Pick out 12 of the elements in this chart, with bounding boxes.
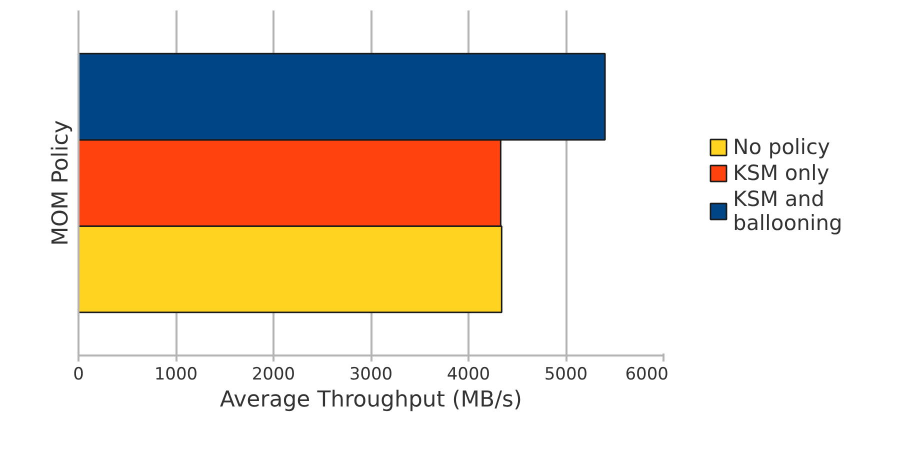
x-tick-label: 1000 xyxy=(154,364,198,384)
legend-label: No policy xyxy=(733,135,830,159)
x-tick-label: 6000 xyxy=(625,364,668,384)
x-axis-title: Average Throughput (MB/s) xyxy=(220,388,522,412)
legend-label: KSM and ballooning xyxy=(733,187,842,235)
x-tick-label: 4000 xyxy=(446,364,490,384)
x-tick-label: 5000 xyxy=(544,364,588,384)
y-axis-title: MOM Policy xyxy=(48,120,74,246)
x-tick-label: 3000 xyxy=(349,364,393,384)
legend-label: KSM only xyxy=(733,161,830,185)
x-tick-label: 0 xyxy=(73,364,84,384)
x-tick-label: 2000 xyxy=(252,364,296,384)
